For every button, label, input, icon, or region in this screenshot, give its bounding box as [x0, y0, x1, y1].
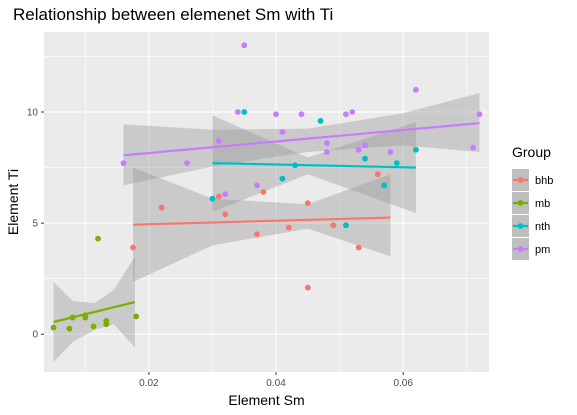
x-tick-label: 0.06	[393, 378, 413, 389]
point-bhb	[215, 193, 222, 200]
point-bhb	[304, 200, 311, 207]
legend-point-mb	[517, 200, 524, 206]
trend-line-bhb	[132, 216, 391, 226]
major-gridlines	[44, 32, 489, 372]
y-axis-title: Element Ti	[5, 169, 21, 235]
point-bhb	[374, 171, 381, 178]
point-mb	[66, 325, 73, 332]
point-nth	[209, 195, 216, 202]
point-mb	[50, 324, 57, 331]
trend-lines	[53, 122, 480, 324]
point-bhb	[355, 244, 362, 251]
x-tick-label: 0.04	[266, 378, 286, 389]
point-pm	[355, 146, 362, 153]
point-pm	[362, 142, 368, 149]
point-mb	[103, 321, 110, 328]
legend-title: Group	[512, 144, 551, 160]
trend-line-pm	[123, 122, 480, 157]
point-bhb	[330, 222, 337, 229]
point-nth	[393, 160, 400, 167]
x-tick-label: 0.02	[139, 378, 159, 389]
point-bhb	[130, 244, 136, 251]
x-axis-ticks: 0.02 0.04 0.06	[139, 372, 413, 389]
point-pm	[241, 42, 248, 49]
point-nth	[343, 222, 349, 229]
point-pm	[254, 182, 260, 189]
legend-label-bhb: bhb	[535, 175, 553, 187]
confidence-band-nth	[212, 115, 416, 214]
point-pm	[323, 140, 330, 147]
point-nth	[362, 155, 368, 162]
chart-title: Relationship between elemenet Sm with Ti	[13, 5, 333, 24]
point-nth	[317, 117, 324, 124]
data-points	[50, 42, 483, 332]
point-mb	[69, 314, 76, 321]
point-pm	[279, 129, 286, 135]
point-mb	[133, 313, 140, 320]
point-pm	[298, 111, 305, 118]
y-axis-ticks: 0 5 10	[27, 108, 44, 341]
legend-point-bhb	[517, 177, 524, 183]
legend-point-pm	[517, 246, 524, 252]
point-nth	[412, 146, 419, 153]
legend-label-pm: pm	[535, 244, 550, 256]
point-mb	[95, 235, 101, 242]
x-axis-title: Element Sm	[228, 392, 304, 408]
point-pm	[222, 191, 229, 198]
legend-label-nth: nth	[535, 221, 550, 233]
point-pm	[215, 137, 222, 144]
point-pm	[234, 109, 241, 115]
point-pm	[273, 111, 279, 118]
point-nth	[279, 175, 286, 182]
point-pm	[476, 111, 483, 118]
point-bhb	[222, 211, 229, 218]
point-pm	[323, 149, 330, 155]
point-pm	[387, 149, 394, 155]
point-nth	[381, 182, 388, 189]
confidence-band-mb	[53, 256, 135, 362]
point-pm	[470, 144, 477, 151]
point-mb	[82, 312, 89, 319]
y-tick-label: 0	[32, 330, 38, 341]
confidence-band-bhb	[133, 167, 391, 282]
y-tick-label: 10	[27, 108, 39, 119]
point-pm	[349, 109, 356, 115]
point-pm	[343, 111, 349, 118]
point-nth	[241, 109, 248, 115]
y-tick-label: 5	[32, 219, 38, 230]
legend-point-nth	[517, 223, 524, 229]
point-pm	[184, 160, 190, 167]
legend-label-mb: mb	[535, 198, 550, 210]
trend-line-nth	[212, 162, 416, 169]
trend-line-mb	[53, 300, 136, 324]
legend: Group bhb mb nth pm	[512, 144, 553, 260]
point-bhb	[260, 189, 267, 195]
point-nth	[292, 162, 299, 169]
point-bhb	[158, 204, 165, 211]
point-mb	[90, 323, 97, 330]
point-pm	[120, 160, 127, 167]
point-bhb	[254, 231, 260, 238]
point-bhb	[285, 224, 292, 231]
point-pm	[412, 86, 419, 93]
point-bhb	[304, 284, 311, 291]
